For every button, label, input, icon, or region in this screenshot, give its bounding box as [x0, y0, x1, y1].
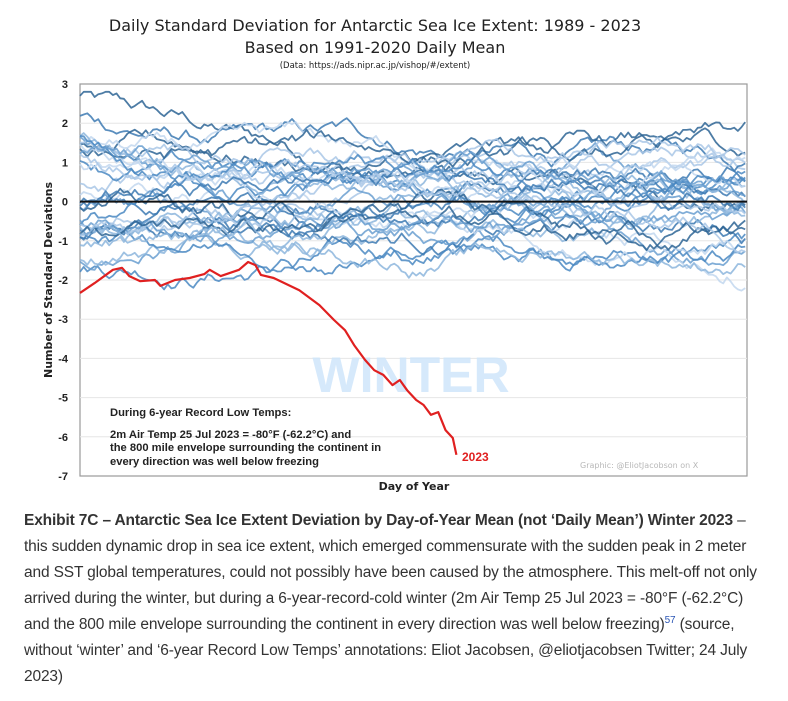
background-year-line — [79, 145, 746, 197]
background-year-line — [79, 135, 746, 210]
background-year-line — [79, 136, 746, 171]
y-tick-label: 3 — [62, 79, 68, 91]
background-year-line — [79, 187, 746, 252]
chart-source-note: (Data: https://ads.nipr.ac.jp/vishop/#/e… — [280, 61, 471, 71]
y-tick-label: 0 — [62, 197, 68, 209]
series-2023-label: 2023 — [462, 450, 489, 464]
chart-subtitle: Based on 1991-2020 Daily Mean — [245, 38, 506, 57]
y-tick-label: -5 — [58, 393, 68, 405]
background-year-line — [79, 132, 746, 215]
background-year-line — [79, 167, 746, 211]
y-axis-ticks: 3 2 1 0 -1 -2 -3 -4 -5 -6 -7 — [58, 79, 69, 483]
y-axis-label: Number of Standard Deviations — [42, 182, 55, 378]
chart-figure: Daily Standard Deviation for Antarctic S… — [42, 16, 748, 493]
chart-title: Daily Standard Deviation for Antarctic S… — [109, 16, 641, 35]
y-tick-label: -3 — [58, 314, 68, 326]
y-tick-label: 2 — [62, 118, 68, 130]
y-tick-label: -7 — [58, 471, 68, 483]
background-year-line — [79, 176, 746, 266]
footnote-ref: 57 — [665, 615, 676, 626]
caption-source: (source, without ‘winter’ and ‘6-year Re… — [24, 616, 748, 685]
background-year-line — [79, 136, 746, 220]
y-tick-label: -2 — [58, 275, 68, 287]
annotation-line-3: every direction was well below freezing — [110, 456, 319, 468]
y-tick-label: 1 — [62, 157, 68, 169]
annotation-heading: During 6-year Record Low Temps: — [110, 407, 291, 419]
background-year-line — [79, 232, 746, 291]
graphic-credit: Graphic: @EliotJacobson on X — [580, 461, 699, 470]
background-year-line — [79, 220, 746, 279]
footnote-link[interactable]: 57 — [664, 615, 676, 626]
x-axis-label: Day of Year — [379, 480, 450, 493]
y-tick-label: -1 — [58, 236, 68, 248]
background-year-line — [79, 112, 746, 183]
background-year-line — [79, 153, 746, 254]
chart-svg: Daily Standard Deviation for Antarctic S… — [42, 16, 748, 493]
background-year-line — [79, 121, 746, 180]
y-tick-label: -4 — [58, 353, 69, 365]
y-tick-label: -6 — [58, 432, 68, 444]
background-year-series — [79, 90, 746, 292]
background-year-line — [79, 166, 746, 236]
caption-body: – this sudden dynamic drop in sea ice ex… — [24, 512, 757, 633]
annotation-line-2: the 800 mile envelope surrounding the co… — [110, 442, 381, 454]
caption-title: Exhibit 7C – Antarctic Sea Ice Extent De… — [24, 512, 733, 529]
exhibit-caption: Exhibit 7C – Antarctic Sea Ice Extent De… — [24, 508, 764, 690]
series-2023-line — [79, 260, 458, 456]
annotation-line-1: 2m Air Temp 25 Jul 2023 = -80°F (-62.2°C… — [110, 429, 351, 441]
